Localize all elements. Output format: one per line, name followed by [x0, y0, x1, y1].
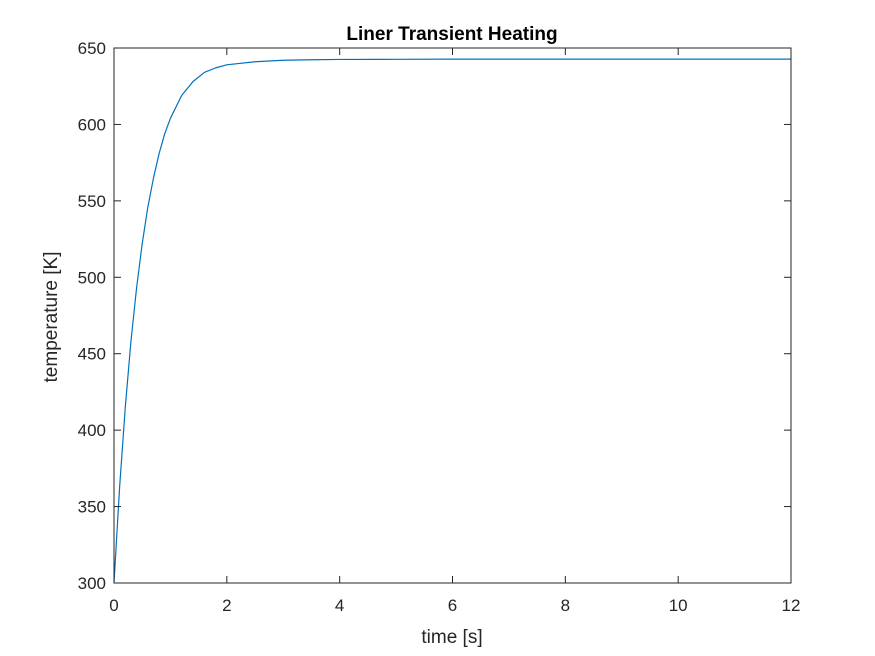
y-axis-label: temperature [K]: [41, 252, 62, 383]
y-tick-label: 500: [78, 268, 106, 287]
x-tick-label: 6: [448, 596, 457, 615]
x-tick-label: 2: [222, 596, 231, 615]
x-tick-label: 10: [669, 596, 688, 615]
series-line-1: [113, 58, 791, 584]
y-tick-label: 600: [78, 115, 106, 134]
y-tick-label: 300: [78, 574, 106, 593]
x-tick-label: 0: [109, 596, 118, 615]
x-tick-label: 12: [782, 596, 801, 615]
plot-area: [113, 47, 792, 584]
plot-background: [114, 48, 791, 583]
y-tick-label: 350: [78, 498, 106, 517]
y-tick-label: 650: [78, 39, 106, 58]
x-axis-label: time [s]: [421, 627, 482, 648]
chart-title: Liner Transient Heating: [346, 24, 557, 45]
y-tick-label: 400: [78, 421, 106, 440]
x-axis: 0 2 4 6 8 10 12: [109, 48, 800, 615]
y-tick-label: 450: [78, 345, 106, 364]
y-axis: 300 350 400 450 500 550 600 650: [78, 39, 791, 593]
x-tick-label: 4: [335, 596, 344, 615]
x-tick-label: 8: [561, 596, 570, 615]
y-tick-label: 550: [78, 192, 106, 211]
